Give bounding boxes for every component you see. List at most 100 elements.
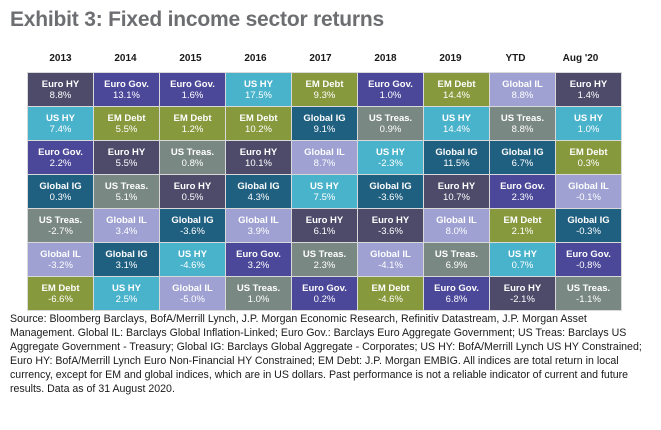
return-cell: US Treas. 8.8%: [490, 107, 555, 140]
return-value: -6.6%: [48, 293, 73, 305]
return-value: 1.4%: [577, 89, 600, 101]
return-cell: US Treas. 1.0%: [226, 277, 291, 310]
return-cell: Euro HY 0.5%: [160, 175, 225, 208]
return-cell: Global IG -3.6%: [358, 175, 423, 208]
sector-label: Euro Gov.: [236, 248, 281, 260]
return-cell: EM Debt 14.4%: [424, 73, 489, 106]
sector-label: Global IL: [370, 248, 411, 260]
return-cell: US HY -2.3%: [358, 141, 423, 174]
return-value: -3.6%: [180, 225, 205, 237]
return-value: -4.1%: [378, 259, 403, 271]
return-value: 0.2%: [313, 293, 336, 305]
sector-label: Euro HY: [107, 146, 146, 158]
return-value: 2.1%: [511, 225, 534, 237]
sector-label: Euro HY: [437, 180, 476, 192]
return-value: 8.8%: [511, 89, 534, 101]
return-cell: Euro Gov. 2.2%: [28, 141, 93, 174]
return-value: 10.1%: [245, 157, 272, 169]
sector-label: Euro HY: [239, 146, 278, 158]
return-cell: US Treas. 0.9%: [358, 107, 423, 140]
sector-label: US Treas.: [38, 214, 83, 226]
return-cell: Euro HY -3.6%: [358, 209, 423, 242]
sector-label: Global IG: [567, 214, 610, 226]
return-value: 8.8%: [49, 89, 72, 101]
return-cell: Euro Gov. -0.8%: [556, 243, 621, 276]
return-value: 14.4%: [443, 89, 470, 101]
return-cell: EM Debt 1.2%: [160, 107, 225, 140]
return-value: -1.1%: [576, 293, 601, 305]
sector-label: US HY: [507, 248, 538, 260]
sector-label: Global IL: [172, 282, 213, 294]
return-cell: Euro Gov. 1.6%: [160, 73, 225, 106]
return-cell: Global IL 8.8%: [490, 73, 555, 106]
sector-label: Euro HY: [173, 180, 212, 192]
return-value: 8.7%: [313, 157, 336, 169]
column-header: Aug '20: [562, 53, 599, 64]
return-value: 1.0%: [247, 293, 270, 305]
return-cell: Global IL 3.4%: [94, 209, 159, 242]
sector-label: Global IL: [238, 214, 279, 226]
sector-label: US HY: [45, 112, 76, 124]
sector-label: Global IG: [501, 146, 544, 158]
return-cell: Global IL 8.7%: [292, 141, 357, 174]
sector-label: Global IG: [237, 180, 280, 192]
return-cell: Global IL -4.1%: [358, 243, 423, 276]
sector-label: EM Debt: [239, 112, 278, 124]
column-header: 2018: [374, 53, 397, 64]
sector-label: Global IL: [436, 214, 477, 226]
sector-label: EM Debt: [569, 146, 608, 158]
return-value: 7.4%: [49, 123, 72, 135]
return-value: -0.8%: [576, 259, 601, 271]
return-cell: Euro HY 10.7%: [424, 175, 489, 208]
return-value: 8.8%: [511, 123, 534, 135]
return-cell: US Treas. 0.8%: [160, 141, 225, 174]
sector-label: US Treas.: [500, 112, 545, 124]
return-cell: Euro Gov. 2.3%: [490, 175, 555, 208]
return-value: 8.0%: [445, 225, 468, 237]
return-cell: Euro HY 6.1%: [292, 209, 357, 242]
return-value: 0.7%: [511, 259, 534, 271]
sector-label: Global IG: [171, 214, 214, 226]
return-cell: EM Debt -6.6%: [28, 277, 93, 310]
sector-label: US HY: [375, 146, 406, 158]
sector-label: Euro HY: [503, 282, 542, 294]
sector-label: Global IG: [105, 248, 148, 260]
return-cell: Euro HY 10.1%: [226, 141, 291, 174]
sector-label: US Treas.: [368, 112, 413, 124]
column-header: YTD: [505, 53, 526, 64]
return-value: 2.3%: [511, 191, 534, 203]
source-footnote: Source: Bloomberg Barclays, BofA/Merrill…: [10, 313, 642, 395]
return-cell: EM Debt 9.3%: [292, 73, 357, 106]
sector-label: Euro HY: [371, 214, 410, 226]
return-value: 9.3%: [313, 89, 336, 101]
sector-label: US Treas.: [302, 248, 347, 260]
return-value: 10.2%: [245, 123, 272, 135]
return-cell: US Treas. 6.9%: [424, 243, 489, 276]
sector-label: EM Debt: [107, 112, 146, 124]
return-value: 17.5%: [245, 89, 272, 101]
return-cell: Euro HY 1.4%: [556, 73, 621, 106]
return-cell: US HY 7.5%: [292, 175, 357, 208]
sector-label: Global IG: [303, 112, 346, 124]
sector-label: Global IG: [39, 180, 82, 192]
return-cell: US Treas. 2.3%: [292, 243, 357, 276]
column-header: 2015: [179, 53, 202, 64]
return-cell: Euro HY -2.1%: [490, 277, 555, 310]
return-value: 7.5%: [313, 191, 336, 203]
return-value: 2.5%: [115, 293, 138, 305]
return-cell: Euro Gov. 0.2%: [292, 277, 357, 310]
return-cell: US HY 7.4%: [28, 107, 93, 140]
return-value: 14.4%: [443, 123, 470, 135]
return-cell: US Treas. -1.1%: [556, 277, 621, 310]
return-value: -0.3%: [576, 225, 601, 237]
return-cell: EM Debt 2.1%: [490, 209, 555, 242]
sector-label: US Treas.: [104, 180, 149, 192]
sector-label: Euro Gov.: [434, 282, 479, 294]
return-value: 5.1%: [115, 191, 138, 203]
return-value: 2.3%: [313, 259, 336, 271]
return-cell: US HY 14.4%: [424, 107, 489, 140]
sector-label: US Treas.: [170, 146, 215, 158]
return-value: 0.3%: [49, 191, 72, 203]
return-value: 4.3%: [247, 191, 270, 203]
sector-label: US Treas.: [566, 282, 611, 294]
